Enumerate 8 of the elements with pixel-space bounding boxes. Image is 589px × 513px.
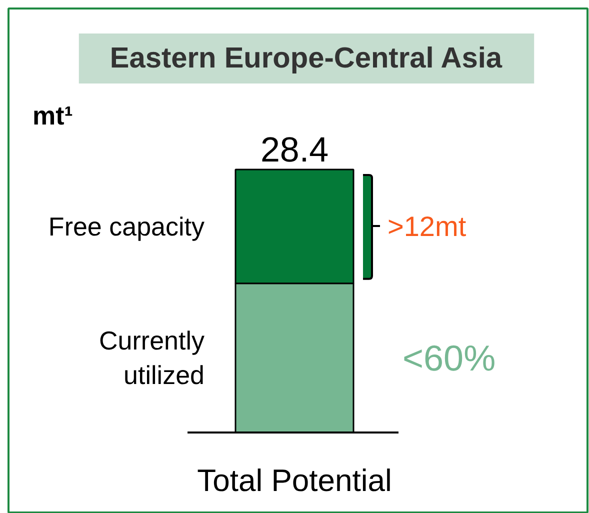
series-label: Free capacity [48, 211, 205, 242]
text: mt¹ [32, 100, 73, 130]
text: >12mt [388, 210, 466, 242]
chart-title: Eastern Europe-Central Asia [110, 42, 503, 74]
text: <60% [402, 337, 496, 378]
text: 28.4 [260, 130, 329, 170]
series-label: Currently utilized [99, 326, 205, 390]
x-tick-label: Total Potential [197, 463, 392, 498]
